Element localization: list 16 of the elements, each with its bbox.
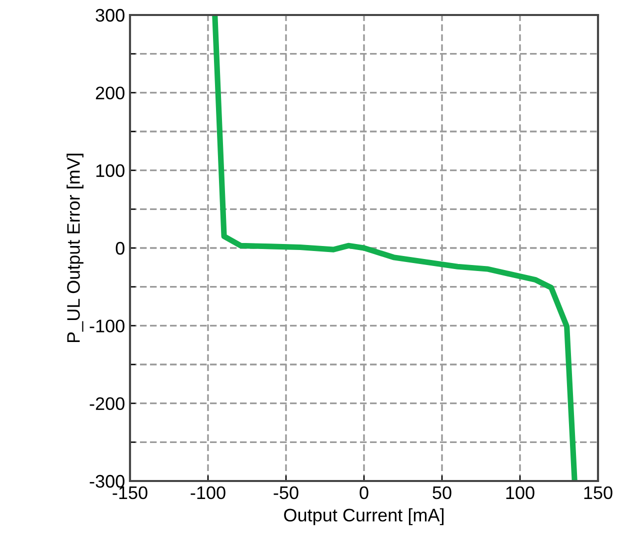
x-tick-label: -150 xyxy=(112,486,148,500)
y-axis-title: P_UL Output Error [mV] xyxy=(66,154,84,342)
x-tick-label: -50 xyxy=(274,486,298,500)
x-tick-label: 100 xyxy=(506,486,534,500)
x-tick-label: 150 xyxy=(584,486,612,500)
x-axis-title: Output Current [mA] xyxy=(284,508,444,526)
y-tick-label: -100 xyxy=(90,320,124,332)
x-tick-label: 0 xyxy=(360,486,368,500)
y-tick-label: 300 xyxy=(96,8,124,22)
x-tick-label: -100 xyxy=(190,486,226,500)
x-tick-label: 50 xyxy=(432,486,452,500)
y-tick-label: 100 xyxy=(96,164,124,178)
y-tick-label: -200 xyxy=(90,397,124,410)
y-tick-label: 200 xyxy=(96,86,124,100)
y-tick-label: -300 xyxy=(90,474,124,488)
y-tick-label: 0 xyxy=(116,242,124,255)
